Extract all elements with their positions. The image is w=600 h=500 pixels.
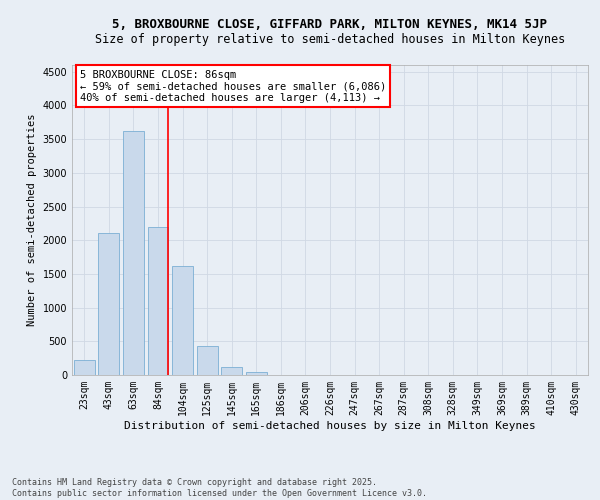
Bar xyxy=(74,360,95,375)
Text: Contains HM Land Registry data © Crown copyright and database right 2025.
Contai: Contains HM Land Registry data © Crown c… xyxy=(12,478,427,498)
Bar xyxy=(221,367,242,375)
Text: 5, BROXBOURNE CLOSE, GIFFARD PARK, MILTON KEYNES, MK14 5JP: 5, BROXBOURNE CLOSE, GIFFARD PARK, MILTO… xyxy=(113,18,548,30)
Text: Size of property relative to semi-detached houses in Milton Keynes: Size of property relative to semi-detach… xyxy=(95,32,565,46)
X-axis label: Distribution of semi-detached houses by size in Milton Keynes: Distribution of semi-detached houses by … xyxy=(124,420,536,430)
Bar xyxy=(98,234,119,375)
Bar xyxy=(123,131,144,375)
Bar xyxy=(246,372,267,375)
Text: 5 BROXBOURNE CLOSE: 86sqm
← 59% of semi-detached houses are smaller (6,086)
40% : 5 BROXBOURNE CLOSE: 86sqm ← 59% of semi-… xyxy=(80,70,386,103)
Bar xyxy=(172,266,193,375)
Y-axis label: Number of semi-detached properties: Number of semi-detached properties xyxy=(27,114,37,326)
Bar xyxy=(148,226,169,375)
Bar xyxy=(197,346,218,375)
